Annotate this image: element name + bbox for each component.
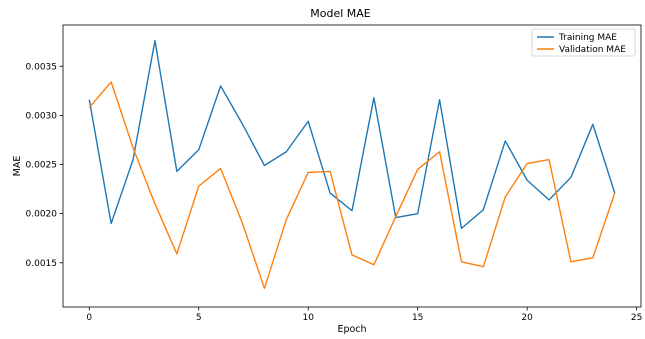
- y-tick-label: 0.0015: [26, 259, 58, 269]
- legend-entry: Validation MAE: [559, 45, 626, 55]
- x-tick-label: 5: [196, 313, 202, 323]
- x-axis: 0 5 10 15 20 25: [86, 307, 642, 323]
- x-tick-label: 20: [521, 313, 533, 323]
- x-axis-label: Epoch: [337, 324, 366, 335]
- legend-entry: Training MAE: [558, 33, 617, 43]
- y-tick-label: 0.0025: [26, 161, 58, 171]
- plot-area: [62, 24, 642, 308]
- y-tick-label: 0.0030: [26, 111, 58, 121]
- series-line-validation-mae: [88, 81, 616, 290]
- x-tick-label: 10: [302, 313, 314, 323]
- y-axis-label: MAE: [12, 156, 23, 177]
- x-tick-label: 25: [631, 313, 642, 323]
- y-tick-label: 0.0020: [26, 210, 58, 220]
- y-axis: 0.0015 0.0020 0.0025 0.0030 0.0035: [26, 62, 63, 269]
- series-line-training-mae: [88, 40, 616, 230]
- x-tick-label: 15: [412, 313, 423, 323]
- chart-title: Model MAE: [310, 7, 371, 20]
- y-tick-label: 0.0035: [26, 62, 58, 72]
- legend: Training MAE Validation MAE: [531, 28, 636, 57]
- legend-box: [531, 28, 636, 57]
- x-tick-label: 0: [86, 313, 92, 323]
- series-layer: [88, 40, 616, 290]
